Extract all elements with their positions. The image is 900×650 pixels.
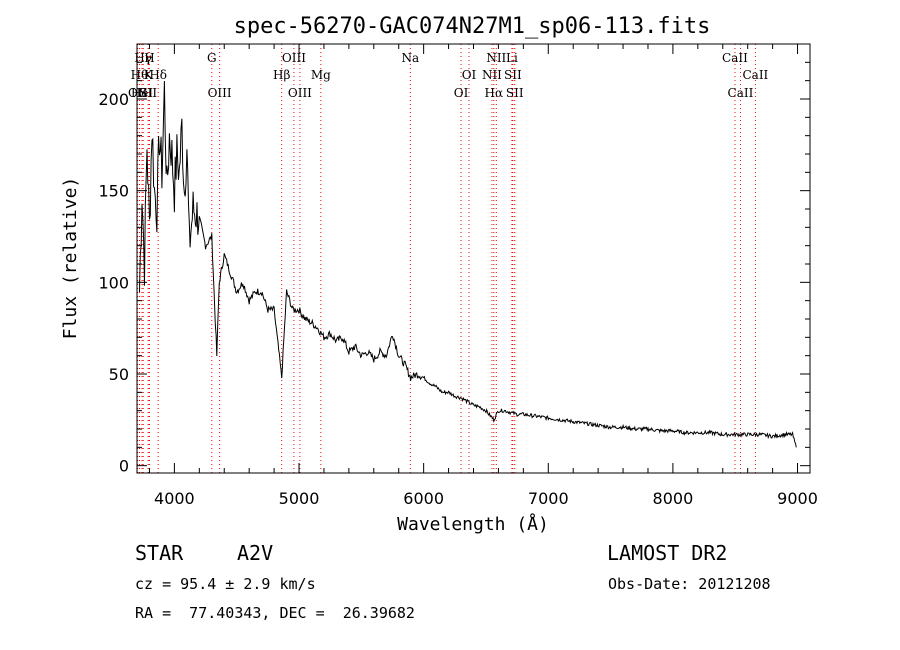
chart-title: spec-56270-GAC074N27M1_sp06-113.fits	[234, 14, 711, 39]
spectral-line-label: HeI	[131, 86, 154, 100]
spectral-line-label: Na	[401, 51, 419, 65]
spectrum-series-line	[139, 80, 797, 448]
object-class: STAR	[135, 541, 184, 565]
y-axis-label: Flux (relative)	[60, 177, 81, 340]
x-tick-label: 7000	[528, 489, 569, 508]
x-tick-label: 4000	[154, 489, 195, 508]
spectral-line-label: SII	[506, 86, 524, 100]
spectral-line-label: OIII	[208, 86, 232, 100]
x-tick-label: 8000	[653, 489, 694, 508]
spectral-line-label: Hγ	[134, 51, 152, 65]
spectral-line-label: Mg	[311, 68, 331, 82]
spectral-line-label: K	[144, 68, 154, 82]
y-tick-label: 100	[98, 273, 129, 292]
x-tick-label: 6000	[403, 489, 444, 508]
spectral-line-label: Li	[506, 51, 518, 65]
spectral-line-label: Hα	[485, 86, 504, 100]
spectral-line-label: CaII	[728, 86, 754, 100]
plot-frame	[136, 43, 811, 474]
spectral-line-label: SII	[504, 68, 522, 82]
x-tick-label: 5000	[279, 489, 320, 508]
spectral-line-label: Hβ	[273, 68, 290, 82]
y-tick-label: 0	[119, 457, 129, 476]
spectral-line-label: CaII	[742, 68, 768, 82]
spectral-line-label: Hθ	[131, 68, 149, 82]
y-tick-label: 200	[98, 90, 129, 109]
spectral-line-label: SII	[139, 86, 157, 100]
redshift-cz: cz = 95.4 ± 2.9 km/s	[135, 575, 316, 593]
survey-name: LAMOST DR2	[607, 541, 728, 565]
y-tick-label: 50	[109, 365, 129, 384]
spectral-line-label: Hδ	[149, 68, 167, 82]
observation-date: Obs-Date: 20121208	[608, 575, 771, 593]
spectral-line-markers	[137, 44, 756, 473]
spectral-line-label: OIII	[288, 86, 312, 100]
spectral-line-label: H	[144, 51, 154, 65]
axis-ticks: 4000 5000 6000 7000 8000 9000 0 50 100 150 200	[98, 44, 818, 508]
spectral-line-label: NII	[482, 68, 502, 82]
spectral-subclass: A2V	[237, 541, 274, 565]
x-tick-label: 9000	[777, 489, 818, 508]
spectral-line-label: G	[207, 51, 217, 65]
spectral-line-label: NII	[486, 51, 506, 65]
spectral-line-label: OIII	[282, 51, 306, 65]
spectral-line-label: CaII	[722, 51, 748, 65]
spectral-line-label: OII	[128, 86, 148, 100]
y-tick-label: 150	[98, 182, 129, 201]
coordinates: RA = 77.40343, DEC = 26.39682	[135, 604, 415, 622]
spectral-line-label: OI	[454, 86, 469, 100]
spectral-line-label: OI	[462, 68, 477, 82]
x-axis-label: Wavelength (Å)	[397, 513, 549, 535]
